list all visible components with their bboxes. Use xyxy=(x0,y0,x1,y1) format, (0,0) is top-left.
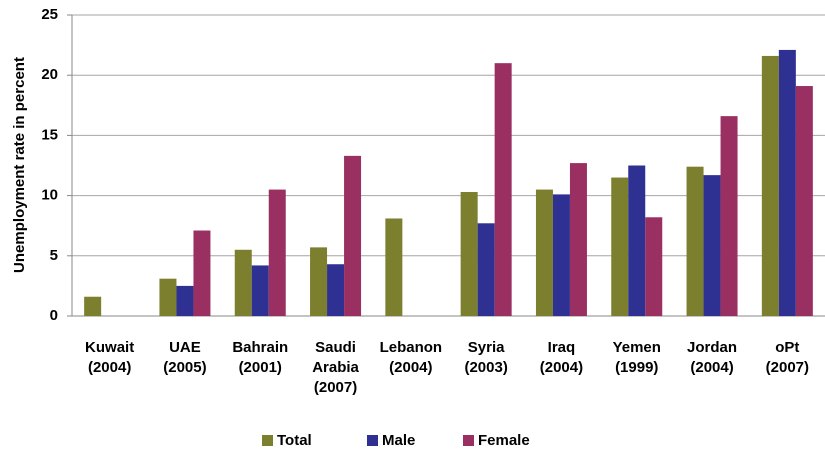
bar xyxy=(159,278,177,316)
bar xyxy=(193,230,211,316)
legend-label: Male xyxy=(382,432,415,449)
x-tick-label: Kuwait (2004) xyxy=(85,339,135,376)
y-axis-title: Unemployment rate in percent xyxy=(11,57,28,273)
bar xyxy=(477,223,495,316)
x-tick-label: oPt (2007) xyxy=(765,339,810,376)
bar xyxy=(795,86,813,316)
bar xyxy=(385,218,403,316)
bar xyxy=(720,116,738,316)
x-tick-label: Syria (2003) xyxy=(464,339,508,376)
bar xyxy=(645,217,663,316)
y-tick-label: 25 xyxy=(41,6,58,23)
x-tick-label: Yemen (1999) xyxy=(612,339,661,376)
bar xyxy=(460,191,478,316)
bar xyxy=(628,165,646,316)
bar xyxy=(84,296,102,316)
bar xyxy=(778,49,796,316)
bar xyxy=(611,177,629,316)
y-tick-label: 0 xyxy=(50,307,58,324)
bar xyxy=(268,189,286,316)
x-tick-label: Lebanon (2004) xyxy=(379,339,443,376)
bar xyxy=(686,166,704,316)
bar xyxy=(569,163,587,316)
bar xyxy=(327,264,345,316)
bar xyxy=(234,249,252,316)
x-tick-label: Jordan (2004) xyxy=(687,339,738,376)
bar xyxy=(552,194,570,316)
legend-swatch xyxy=(463,435,474,446)
legend-swatch xyxy=(262,435,273,446)
legend-label: Total xyxy=(277,432,312,449)
legend-label: Female xyxy=(478,432,530,449)
bar xyxy=(176,285,194,316)
bar xyxy=(344,155,362,316)
x-tick-label: Bahrain (2001) xyxy=(232,339,289,376)
y-tick-label: 20 xyxy=(41,66,58,83)
y-tick-label: 15 xyxy=(41,126,58,143)
bar xyxy=(535,189,553,316)
bar xyxy=(310,247,328,316)
bar xyxy=(761,55,779,316)
bar xyxy=(251,265,269,316)
bar xyxy=(494,63,512,316)
x-tick-label: UAE (2005) xyxy=(163,339,207,376)
x-tick-label: Saudi Arabia (2007) xyxy=(312,339,359,396)
legend-swatch xyxy=(367,435,378,446)
x-tick-label: Iraq (2004) xyxy=(539,339,584,376)
y-tick-label: 5 xyxy=(50,247,58,264)
y-tick-label: 10 xyxy=(41,187,58,204)
bar xyxy=(703,175,721,316)
